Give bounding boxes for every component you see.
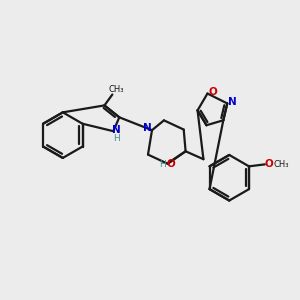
Text: N: N <box>228 98 237 107</box>
Text: O: O <box>264 159 273 170</box>
Text: CH₃: CH₃ <box>274 160 290 169</box>
Text: H: H <box>159 160 166 169</box>
Text: N: N <box>143 123 152 133</box>
Text: O: O <box>208 86 217 97</box>
Text: O: O <box>167 159 175 169</box>
Text: CH₃: CH₃ <box>109 85 124 94</box>
Text: H: H <box>113 134 120 142</box>
Text: N: N <box>112 125 121 135</box>
